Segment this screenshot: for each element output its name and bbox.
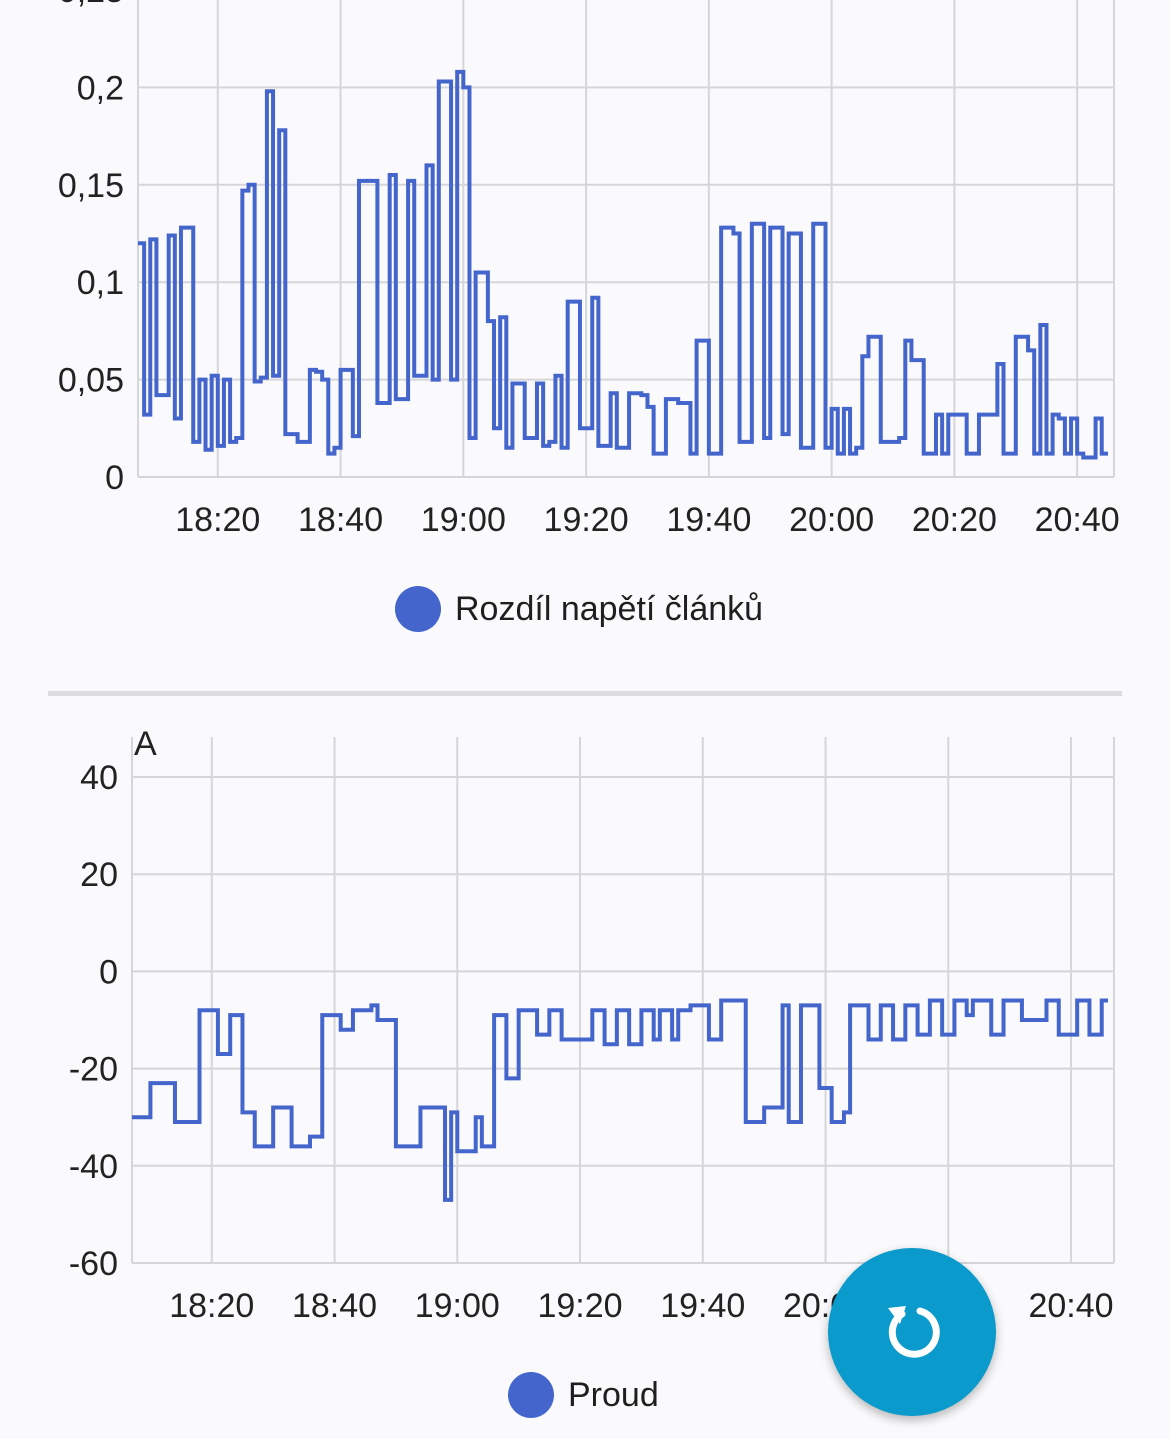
- y-tick-label: 40: [80, 759, 118, 797]
- x-tick-label: 18:20: [175, 501, 260, 539]
- y-tick-label: 0: [99, 953, 118, 991]
- x-tick-label: 18:40: [298, 501, 383, 539]
- x-tick-label: 19:00: [421, 501, 506, 539]
- y-tick-label: 0,25: [58, 0, 124, 10]
- y-tick-label: -20: [69, 1051, 118, 1089]
- x-tick-label: 20:40: [1035, 501, 1120, 539]
- legend-dot-icon: [395, 586, 441, 632]
- y-tick-label: 0,1: [77, 264, 124, 302]
- current-chart: -60 -40 -20 0 20 40 18:20 18:40 19:00 19:20 19:40 2…: [69, 725, 1115, 1325]
- refresh-button[interactable]: [828, 1248, 996, 1416]
- y-tick-label: -40: [69, 1148, 118, 1186]
- legend-dot-icon: [508, 1372, 554, 1418]
- x-tick-label: 19:40: [660, 1287, 745, 1325]
- x-tick-label: 20:00: [789, 501, 874, 539]
- x-tick-label: 18:40: [292, 1287, 377, 1325]
- x-tick-label: 19:20: [537, 1287, 622, 1325]
- y-tick-label: 0: [105, 459, 124, 497]
- series-line: [138, 69, 1108, 460]
- legend-current[interactable]: Proud: [508, 1372, 659, 1418]
- legend-label: Proud: [568, 1375, 659, 1414]
- x-tick-label: 20:40: [1028, 1287, 1113, 1325]
- x-tick-label: 19:40: [666, 501, 751, 539]
- y-axis-unit-label: A: [134, 725, 157, 763]
- y-tick-label: 0,15: [58, 167, 124, 205]
- chart-divider: [48, 691, 1122, 696]
- refresh-icon: [888, 1306, 940, 1358]
- x-tick-label: 19:20: [544, 501, 629, 539]
- y-tick-label: -60: [69, 1245, 118, 1283]
- x-tick-label: 18:20: [169, 1287, 254, 1325]
- series-line: [132, 998, 1108, 1202]
- y-tick-label: 0,05: [58, 362, 124, 400]
- y-tick-label: 0,2: [77, 69, 124, 107]
- x-tick-label: 20:20: [912, 501, 997, 539]
- cell-voltage-difference-chart: 0 0,05 0,1 0,15 0,2 0,25 18:20 18:40 19:00 19:20 1…: [58, 0, 1120, 539]
- legend-label: Rozdíl napětí článků: [455, 589, 764, 628]
- y-tick-label: 20: [80, 856, 118, 894]
- x-tick-label: 19:00: [415, 1287, 500, 1325]
- legend-voltage-difference[interactable]: Rozdíl napětí článků: [395, 586, 763, 632]
